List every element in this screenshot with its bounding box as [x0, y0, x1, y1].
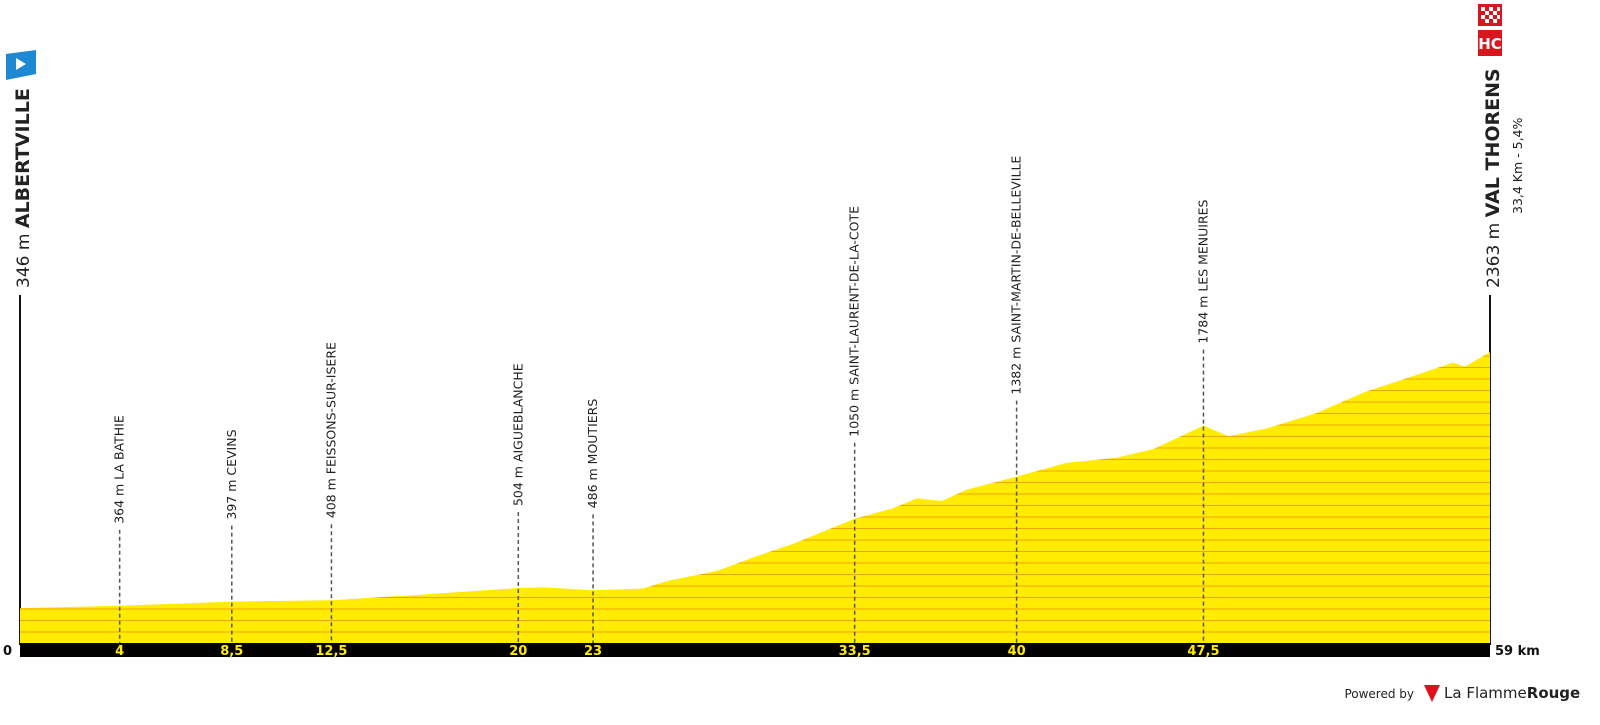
waypoint-label: 397 m CEVINS — [224, 429, 239, 519]
x-tick-label: 0 — [3, 644, 12, 659]
brand: La FlammeRouge — [1444, 684, 1580, 702]
brand-b: Rouge — [1527, 684, 1580, 702]
waypoint-label: 486 m MOUTIERS — [585, 399, 600, 509]
category-badge — [1478, 30, 1502, 56]
category-label: HC — [1478, 35, 1502, 53]
x-tick-label: 33,5 — [839, 644, 871, 659]
finish-climb: 33,4 Km - 5,4% — [1510, 117, 1525, 214]
waypoint-label: 408 m FEISSONS-SUR-ISERE — [323, 342, 338, 518]
waypoint-label: 504 m AIGUEBLANCHE — [510, 363, 525, 506]
x-tick-label: 23 — [584, 644, 602, 659]
x-tick-label: 59 km — [1495, 644, 1540, 659]
brand-icon — [1424, 685, 1440, 702]
x-tick-label: 8,5 — [220, 644, 243, 659]
start-label: 346 m ALBERTVILLE — [12, 88, 34, 288]
finish-label: 2363 m VAL THORENS — [1482, 68, 1504, 288]
waypoint-label: 1050 m SAINT-LAURENT-DE-LA-COTE — [847, 206, 862, 437]
powered-by: Powered by — [1344, 687, 1414, 701]
waypoint-label: 364 m LA BATHIE — [112, 415, 127, 524]
start-elevation: 346 m — [14, 234, 34, 288]
x-tick-label: 20 — [509, 644, 527, 659]
finish-flag — [1478, 4, 1502, 26]
x-tick-label: 47,5 — [1187, 644, 1219, 659]
brand-a: La Flamme — [1444, 684, 1527, 702]
x-tick-label: 12,5 — [315, 644, 347, 659]
finish-name: VAL THORENS — [1482, 68, 1504, 217]
waypoint-label: 1382 m SAINT-MARTIN-DE-BELLEVILLE — [1009, 156, 1024, 395]
x-tick-label: 4 — [115, 644, 124, 659]
x-tick-label: 40 — [1008, 644, 1026, 659]
waypoint-label: 1784 m LES MENUIRES — [1195, 199, 1210, 343]
profile-area — [20, 352, 1490, 643]
distance-bar — [20, 643, 1490, 657]
start-name: ALBERTVILLE — [12, 88, 34, 228]
finish-elevation: 2363 m — [1484, 223, 1504, 288]
start-icon — [6, 50, 36, 80]
